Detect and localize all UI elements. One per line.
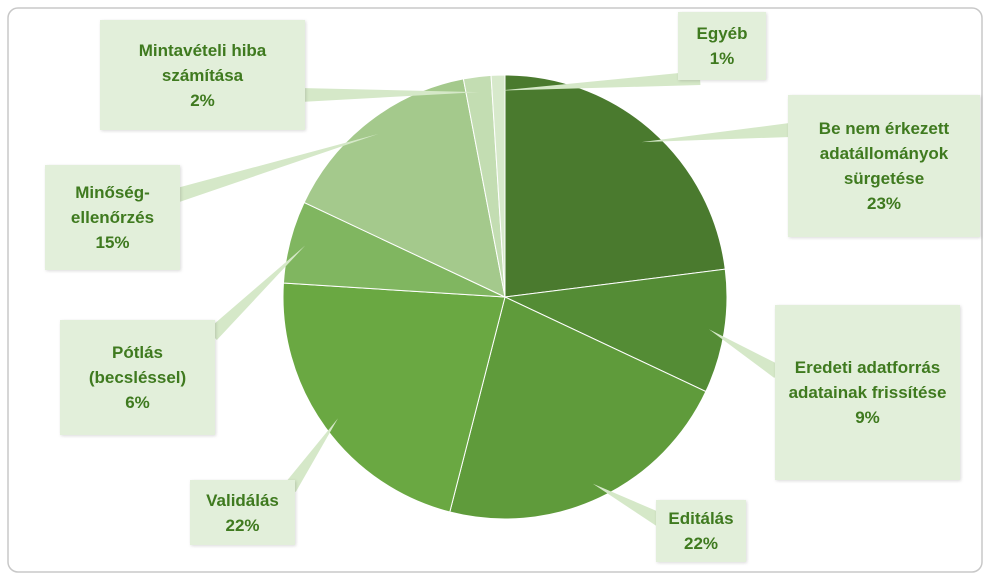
value-label: 23%	[866, 194, 902, 213]
pie-slice	[449, 296, 707, 520]
leader	[175, 133, 379, 202]
callout: Be nem érkezett adatállományok sürgetése…	[788, 95, 980, 237]
leader	[708, 329, 782, 378]
callout: Egyéb 1%	[678, 12, 766, 80]
category-label: Validálás	[206, 490, 279, 510]
category-label: Mintavételi hiba számítása	[138, 40, 267, 85]
callout: Eredeti adatforrás adatainak frissítése 9…	[775, 305, 960, 480]
leader	[299, 88, 480, 102]
pie-slice	[504, 74, 726, 298]
value-label: 1%	[709, 49, 735, 68]
callout: Minőség-ellenőrzés 15%	[45, 165, 180, 270]
leader	[284, 418, 338, 492]
value-label: 22%	[683, 534, 719, 553]
leader	[207, 245, 306, 341]
leader	[498, 71, 701, 91]
value-label: 15%	[95, 233, 130, 252]
category-label: Be nem érkezett adatállományok sürgetése	[818, 119, 950, 188]
leader	[592, 483, 664, 527]
value-label: 2%	[190, 90, 215, 110]
category-label: Egyéb	[696, 24, 748, 43]
value-label: 22%	[225, 515, 260, 535]
callout: Mintavételi hiba számítása 2%	[100, 20, 305, 130]
category-label: Editálás	[668, 509, 734, 528]
pie-slice	[490, 74, 506, 298]
value-label: 6%	[125, 393, 150, 412]
category-label: Pótlás (becsléssel)	[88, 343, 187, 387]
callout: Validálás 22%	[190, 480, 295, 545]
category-label: Eredeti adatforrás adatainak frissítése	[788, 358, 947, 402]
pie-slice	[282, 282, 506, 513]
pie-slice	[303, 78, 506, 298]
pie-slice	[503, 268, 728, 393]
leader	[641, 123, 791, 143]
value-label: 9%	[855, 408, 880, 427]
category-label: Minőség-ellenőrzés	[70, 183, 155, 227]
callout: Editálás 22%	[656, 500, 746, 562]
callout: Pótlás (becsléssel) 6%	[60, 320, 215, 435]
